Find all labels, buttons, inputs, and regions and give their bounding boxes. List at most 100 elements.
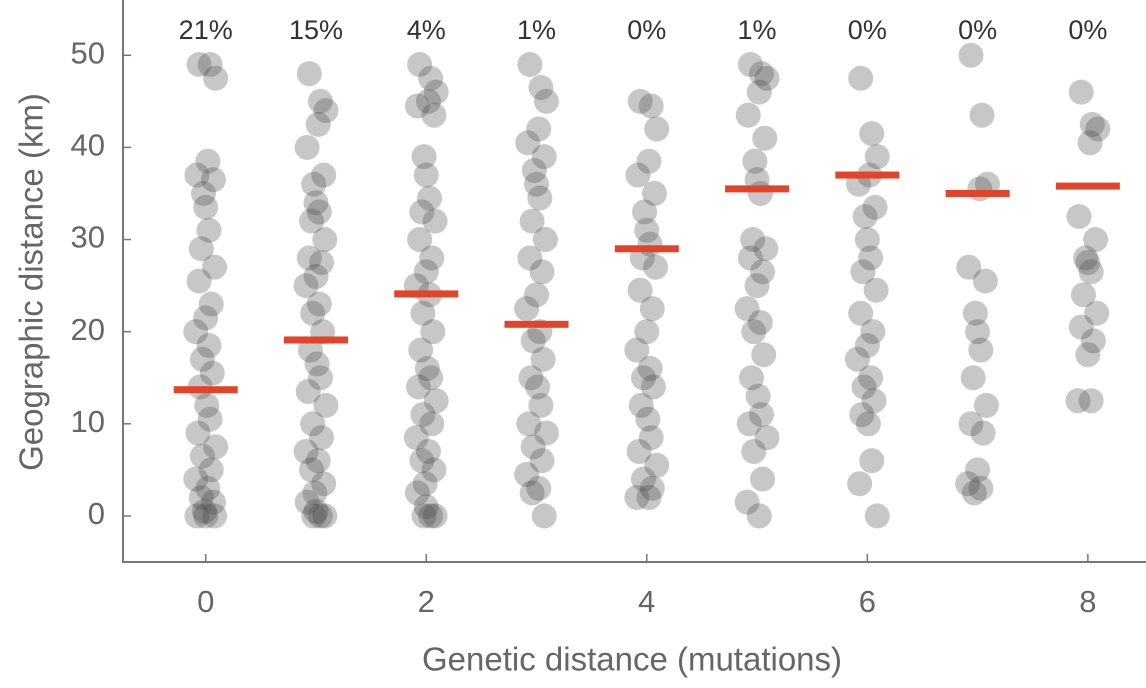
x-tick-label: 4 bbox=[638, 584, 655, 619]
median-bar bbox=[725, 185, 790, 193]
point bbox=[847, 471, 873, 497]
point bbox=[407, 51, 433, 77]
point bbox=[754, 425, 780, 451]
point bbox=[962, 300, 988, 326]
point bbox=[531, 503, 557, 529]
point bbox=[411, 144, 437, 170]
point bbox=[414, 356, 440, 382]
point bbox=[624, 485, 650, 511]
point bbox=[293, 273, 319, 299]
point bbox=[186, 51, 212, 77]
point bbox=[312, 503, 338, 529]
point bbox=[851, 374, 877, 400]
point bbox=[410, 300, 436, 326]
point bbox=[198, 457, 224, 483]
point bbox=[296, 61, 322, 87]
point bbox=[421, 102, 447, 128]
point bbox=[741, 438, 767, 464]
point bbox=[844, 346, 870, 372]
point bbox=[1073, 245, 1099, 271]
point bbox=[636, 485, 662, 511]
point bbox=[530, 346, 556, 372]
point bbox=[644, 116, 670, 142]
point bbox=[747, 180, 773, 206]
point bbox=[308, 425, 334, 451]
point bbox=[407, 227, 433, 253]
point bbox=[517, 51, 543, 77]
point bbox=[637, 356, 663, 382]
point bbox=[419, 411, 445, 437]
point bbox=[186, 268, 212, 294]
percent-label: 0% bbox=[958, 15, 997, 45]
point bbox=[411, 503, 437, 529]
point bbox=[735, 102, 761, 128]
median-bar bbox=[1055, 182, 1120, 190]
point bbox=[854, 227, 880, 253]
point bbox=[636, 148, 662, 174]
point bbox=[516, 411, 542, 437]
point bbox=[194, 392, 220, 418]
point bbox=[965, 457, 991, 483]
point bbox=[1079, 111, 1105, 137]
point bbox=[849, 402, 875, 428]
point bbox=[1075, 250, 1101, 276]
point bbox=[634, 319, 660, 345]
point bbox=[643, 254, 669, 280]
point bbox=[958, 42, 984, 68]
point bbox=[526, 475, 552, 501]
point bbox=[859, 448, 885, 474]
point bbox=[197, 406, 223, 432]
point bbox=[406, 374, 432, 400]
point bbox=[864, 144, 890, 170]
point bbox=[1084, 300, 1110, 326]
point bbox=[193, 305, 219, 331]
point bbox=[746, 79, 772, 105]
point bbox=[531, 144, 557, 170]
point bbox=[521, 157, 547, 183]
percent-label: 21% bbox=[179, 15, 233, 45]
median-bar bbox=[173, 386, 238, 394]
point bbox=[968, 337, 994, 363]
point bbox=[293, 438, 319, 464]
point bbox=[635, 406, 661, 432]
point bbox=[955, 471, 981, 497]
point bbox=[855, 411, 881, 437]
point bbox=[525, 374, 551, 400]
point bbox=[524, 171, 550, 197]
point bbox=[184, 503, 210, 529]
percent-label: 1% bbox=[517, 15, 556, 45]
point bbox=[734, 296, 760, 322]
y-tick-label: 40 bbox=[71, 128, 105, 163]
point bbox=[519, 480, 545, 506]
point bbox=[750, 466, 776, 492]
median-bar bbox=[394, 290, 459, 298]
point bbox=[734, 489, 760, 515]
point bbox=[861, 388, 887, 414]
point bbox=[183, 319, 209, 345]
point bbox=[638, 93, 664, 119]
point bbox=[1078, 259, 1104, 285]
point bbox=[520, 328, 546, 354]
point bbox=[745, 383, 771, 409]
point bbox=[423, 79, 449, 105]
point bbox=[190, 180, 216, 206]
median-bar bbox=[614, 245, 679, 253]
point bbox=[413, 162, 439, 188]
point bbox=[973, 392, 999, 418]
point bbox=[311, 162, 337, 188]
point bbox=[418, 365, 444, 391]
point bbox=[956, 254, 982, 280]
point bbox=[308, 250, 334, 276]
point bbox=[634, 217, 660, 243]
point bbox=[625, 162, 651, 188]
point bbox=[858, 365, 884, 391]
point bbox=[517, 245, 543, 271]
point bbox=[860, 319, 886, 345]
point bbox=[418, 65, 444, 91]
point bbox=[965, 319, 991, 345]
point bbox=[969, 102, 995, 128]
point bbox=[527, 185, 553, 211]
point bbox=[639, 296, 665, 322]
point bbox=[300, 411, 326, 437]
point bbox=[189, 443, 215, 469]
